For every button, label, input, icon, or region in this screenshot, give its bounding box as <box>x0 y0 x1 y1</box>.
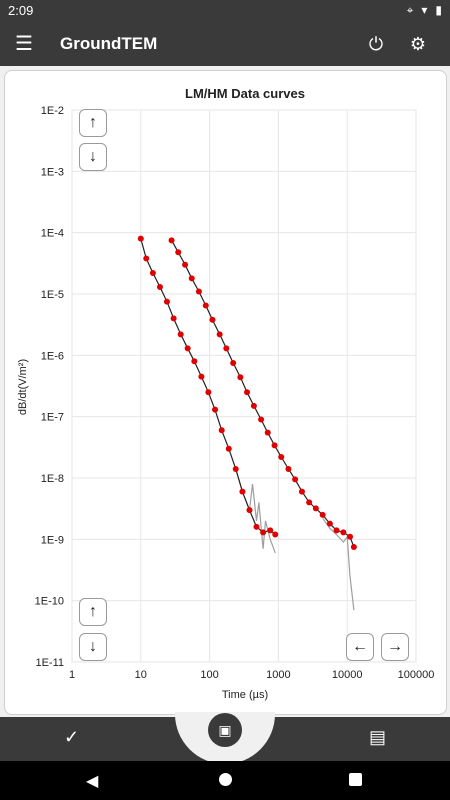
data-point <box>285 466 292 473</box>
x-tick-label: 1000 <box>266 669 290 681</box>
data-point <box>198 373 205 380</box>
y-tick-label: 1E-4 <box>41 228 64 240</box>
data-point <box>149 269 156 276</box>
x-tick-label: 1 <box>69 669 75 681</box>
y-tick-label: 1E-10 <box>35 596 64 608</box>
series-line <box>171 240 355 548</box>
x-tick-label: 10000 <box>332 669 363 681</box>
data-point <box>278 453 285 460</box>
data-point <box>272 531 279 538</box>
x-tick-label: 100 <box>200 669 218 681</box>
data-point <box>298 488 305 495</box>
data-point <box>230 359 237 366</box>
data-point <box>264 429 271 436</box>
data-point <box>212 406 219 413</box>
data-point <box>347 533 354 540</box>
data-point <box>223 345 230 352</box>
y-tick-label: 1E-9 <box>41 534 64 546</box>
data-point <box>246 507 253 514</box>
battery-icon: ▮ <box>435 3 442 17</box>
clipboard-add-icon[interactable]: ▤ <box>368 727 386 747</box>
data-point <box>312 505 319 512</box>
y-tick-label: 1E-7 <box>41 412 64 424</box>
y-tick-label: 1E-6 <box>41 350 64 362</box>
x-right-button[interactable]: → <box>381 633 409 661</box>
y-tick-label: 1E-8 <box>41 473 64 485</box>
data-point <box>209 316 216 323</box>
y-up-top-button[interactable]: ↑ <box>79 109 107 137</box>
y-tick-label: 1E-11 <box>35 657 64 669</box>
x-tick-label: 100000 <box>398 669 435 681</box>
data-point <box>225 445 232 452</box>
data-point <box>239 488 246 495</box>
series-line <box>140 238 276 535</box>
data-point <box>253 523 260 530</box>
data-point <box>292 476 299 483</box>
y-down-bottom-button[interactable]: ↓ <box>79 633 107 661</box>
data-curves-chart: LM/HM Data curves 1 10 100 1000 10000 100000 1… <box>17 86 435 701</box>
data-point <box>267 527 274 534</box>
data-point <box>258 416 265 423</box>
back-icon[interactable]: ◀ <box>86 773 99 790</box>
recent-apps-icon[interactable] <box>349 773 362 786</box>
data-point <box>184 345 191 352</box>
data-point <box>218 427 225 434</box>
y-tick-label: 1E-3 <box>41 166 64 178</box>
status-bar: 2:09 ⌖ ▾ ▮ <box>0 0 450 22</box>
data-point <box>177 331 184 338</box>
location-icon: ⌖ <box>406 3 414 17</box>
data-point <box>333 527 340 534</box>
y-axis-label: dB/dt(V/m²) <box>17 359 29 415</box>
check-add-icon[interactable]: ✓ <box>64 727 80 747</box>
data-point <box>216 331 223 338</box>
data-point <box>237 374 244 381</box>
y-tick-label: 1E-5 <box>41 289 64 301</box>
system-nav-bar: ◀ <box>0 761 450 800</box>
data-point <box>205 389 212 396</box>
data-point <box>250 402 257 409</box>
data-point <box>170 315 177 322</box>
data-point <box>326 520 333 527</box>
x-tick-label: 10 <box>135 669 147 681</box>
chart-title: LM/HM Data curves <box>185 86 305 101</box>
data-point <box>182 261 189 268</box>
menu-icon[interactable]: ☰ <box>15 33 33 55</box>
data-point <box>260 529 267 536</box>
data-point <box>202 302 209 309</box>
x-left-button[interactable]: ← <box>346 633 374 661</box>
app-title: GroundTEM <box>60 34 158 53</box>
power-icon[interactable]: ⏻ <box>368 34 384 54</box>
data-point <box>232 466 239 473</box>
data-point <box>340 529 347 536</box>
data-point <box>350 543 357 550</box>
data-point <box>319 511 326 518</box>
status-time: 2:09 <box>8 3 34 18</box>
app-bar: ☰ GroundTEM ⏻ ⚙ <box>0 22 450 66</box>
status-icons: ⌖ ▾ ▮ <box>407 3 442 18</box>
data-point <box>137 235 144 242</box>
data-point <box>188 275 195 282</box>
data-point <box>143 255 150 262</box>
home-icon[interactable] <box>219 773 232 786</box>
data-point <box>306 499 313 506</box>
data-point <box>195 288 202 295</box>
series-line <box>235 468 276 554</box>
data-point <box>168 237 175 244</box>
y-tick-label: 1E-2 <box>41 105 64 117</box>
x-axis-label: Time (µs) <box>222 689 268 701</box>
series-line <box>322 517 355 611</box>
chart-card <box>4 70 447 715</box>
gear-icon[interactable]: ⚙ <box>409 34 427 54</box>
wifi-icon: ▾ <box>421 3 428 17</box>
y-down-top-button[interactable]: ↓ <box>79 143 107 171</box>
chart-icon[interactable]: ▣ <box>208 713 242 747</box>
y-up-bottom-button[interactable]: ↑ <box>79 598 107 626</box>
data-point <box>163 298 170 305</box>
data-point <box>156 284 163 291</box>
data-point <box>175 249 182 256</box>
data-point <box>244 389 251 396</box>
data-point <box>271 442 278 449</box>
data-point <box>191 358 198 365</box>
